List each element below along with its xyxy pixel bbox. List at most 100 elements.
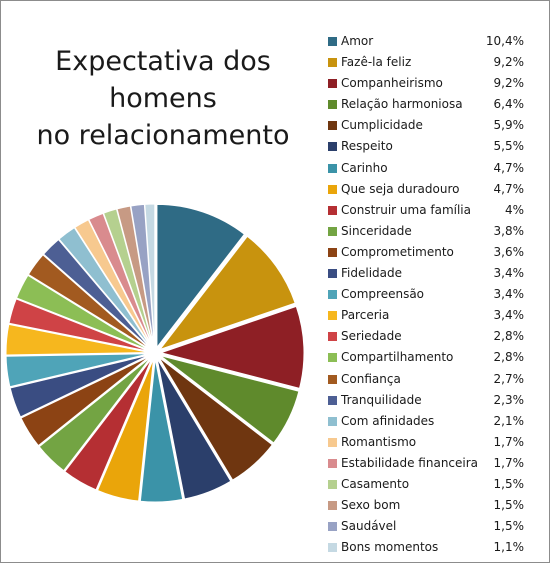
pie-slice-5 bbox=[158, 357, 273, 481]
legend-label: Casamento bbox=[341, 476, 410, 491]
legend-swatch bbox=[328, 332, 337, 342]
legend-value: 1,5% bbox=[493, 476, 525, 491]
legend-value: 10,4% bbox=[485, 34, 524, 48]
legend-label: Estabilidade financeira bbox=[341, 455, 479, 470]
legend-swatch bbox=[328, 205, 337, 215]
legend-label: Romantismo bbox=[341, 434, 417, 449]
legend-value: 3,4% bbox=[493, 287, 525, 302]
legend-item: Seriedade 2,8% bbox=[328, 326, 524, 347]
legend-value: 1,5% bbox=[493, 498, 525, 513]
legend-label: Carinho bbox=[341, 160, 388, 175]
legend-item: Parceria 3,4% bbox=[328, 305, 524, 326]
legend-swatch bbox=[328, 269, 337, 279]
legend-value: 2,8% bbox=[493, 329, 525, 344]
pie-slice-3 bbox=[159, 305, 305, 389]
legend-swatch bbox=[328, 501, 337, 511]
legend-value: 1,1% bbox=[493, 540, 525, 555]
legend-swatch bbox=[328, 479, 337, 489]
pie-slice-12 bbox=[9, 354, 150, 418]
pie-slice-25 bbox=[144, 203, 156, 348]
legend-value: 2,8% bbox=[493, 350, 525, 365]
legend-item: Relação harmoniosa 6,4% bbox=[328, 94, 524, 115]
chart-title-line-1: Expectativa dos homens bbox=[55, 46, 271, 114]
legend-item: Casamento 1,5% bbox=[328, 474, 524, 495]
legend-value: 2,3% bbox=[493, 392, 525, 407]
legend-label: Companheirismo bbox=[341, 76, 443, 91]
legend-value: 3,8% bbox=[493, 223, 525, 238]
legend-label: Tranquilidade bbox=[341, 392, 422, 407]
legend-label: Sexo bom bbox=[341, 498, 401, 513]
legend-swatch bbox=[328, 37, 337, 46]
legend-item: Compartilhamento 2,8% bbox=[328, 347, 524, 368]
legend-item: Com afinidades 2,1% bbox=[328, 411, 524, 432]
pie-slice-22 bbox=[102, 208, 154, 348]
legend-swatch bbox=[328, 543, 337, 553]
legend-label: Confiança bbox=[341, 371, 401, 386]
pie-slice-20 bbox=[74, 219, 153, 349]
legend-item: Estabilidade financeira 1,7% bbox=[328, 453, 524, 474]
legend-swatch bbox=[328, 353, 337, 363]
legend-value: 4% bbox=[504, 202, 524, 217]
legend-label: Seriedade bbox=[341, 329, 402, 344]
legend-label: Parceria bbox=[341, 308, 390, 323]
legend-swatch bbox=[328, 226, 337, 236]
legend-label: Fidelidade bbox=[341, 266, 403, 281]
legend-value: 1,7% bbox=[493, 455, 525, 470]
legend: Amor 10,4% Fazê-la feliz 9,2% Companheirismo… bbox=[328, 31, 524, 558]
legend-item: Sexo bom 1,5% bbox=[328, 495, 524, 516]
legend-swatch bbox=[328, 437, 337, 447]
legend-swatch bbox=[328, 458, 337, 468]
pie-slice-14 bbox=[5, 323, 150, 356]
pie-slice-2 bbox=[158, 235, 296, 351]
pie-slice-17 bbox=[27, 254, 151, 350]
legend-value: 1,5% bbox=[493, 519, 525, 534]
legend-label: Respeito bbox=[341, 139, 393, 154]
legend-swatch bbox=[328, 79, 337, 89]
legend-swatch bbox=[328, 374, 337, 384]
legend-value: 3,4% bbox=[493, 308, 525, 323]
legend-item: Compreensão 3,4% bbox=[328, 284, 524, 305]
legend-item: Comprometimento 3,6% bbox=[328, 242, 524, 263]
legend-label: Com afinidades bbox=[341, 413, 435, 428]
pie-slice-6 bbox=[156, 358, 232, 500]
legend-value: 5,9% bbox=[493, 118, 525, 133]
legend-swatch bbox=[328, 395, 337, 405]
pie-slice-8 bbox=[96, 358, 154, 502]
legend-swatch bbox=[328, 163, 337, 173]
legend-label: Relação harmoniosa bbox=[341, 97, 463, 112]
legend-value: 3,6% bbox=[493, 244, 525, 259]
legend-value: 4,7% bbox=[493, 181, 525, 196]
pie-slice-16 bbox=[15, 274, 150, 351]
legend-swatch bbox=[328, 311, 337, 321]
pie-slice-9 bbox=[64, 357, 153, 491]
legend-label: Cumplicidade bbox=[341, 118, 423, 133]
legend-label: Amor bbox=[341, 34, 374, 48]
legend-item: Fidelidade 3,4% bbox=[328, 263, 524, 284]
legend-item: Cumplicidade 5,9% bbox=[328, 115, 524, 136]
legend-item: Construir uma família 4% bbox=[328, 200, 524, 221]
legend-value: 9,2% bbox=[493, 76, 525, 91]
pie-slice-15 bbox=[8, 298, 150, 352]
legend-item: Romantismo 1,7% bbox=[328, 432, 524, 453]
pie-slice-11 bbox=[20, 355, 151, 447]
pie-slice-24 bbox=[130, 203, 155, 348]
legend-item: Fazê-la feliz 9,2% bbox=[328, 52, 524, 73]
legend-label: Construir uma família bbox=[341, 202, 471, 217]
legend-swatch bbox=[328, 100, 337, 110]
legend-item: Carinho 4,7% bbox=[328, 158, 524, 179]
legend-value: 3,4% bbox=[493, 266, 525, 281]
legend-item: Companheirismo 9,2% bbox=[328, 73, 524, 94]
legend-label: Que seja duradouro bbox=[341, 181, 460, 196]
legend-label: Bons momentos bbox=[341, 540, 439, 555]
legend-swatch bbox=[328, 522, 337, 532]
legend-value: 5,5% bbox=[493, 139, 525, 154]
legend-item: Confiança 2,7% bbox=[328, 369, 524, 390]
pie-slice-10 bbox=[38, 356, 152, 472]
legend-item: Tranquilidade 2,3% bbox=[328, 390, 524, 411]
legend-value: 9,2% bbox=[493, 55, 525, 70]
legend-item: Respeito 5,5% bbox=[328, 136, 524, 157]
legend-swatch bbox=[328, 290, 337, 300]
legend-label: Sinceridade bbox=[341, 223, 412, 238]
